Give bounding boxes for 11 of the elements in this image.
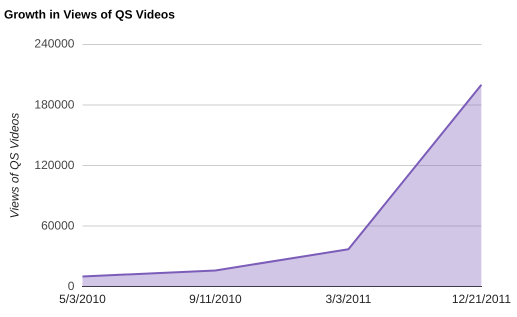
x-tick-label: 3/3/2011 — [326, 292, 372, 306]
chart-title: Growth in Views of QS Videos — [4, 8, 176, 22]
x-tick-label: 5/3/2010 — [59, 292, 106, 306]
y-tick-label: 120000 — [34, 158, 75, 172]
x-tick-label: 12/21/2011 — [452, 292, 512, 306]
y-tick-label: 240000 — [34, 36, 75, 51]
y-tick-label: 180000 — [34, 97, 75, 112]
y-tick-label: 60000 — [41, 218, 75, 232]
y-axis-title: Views of QS Videos — [8, 112, 22, 218]
y-tick-label: 0 — [68, 278, 75, 293]
x-tick-label: 9/11/2010 — [189, 292, 242, 306]
